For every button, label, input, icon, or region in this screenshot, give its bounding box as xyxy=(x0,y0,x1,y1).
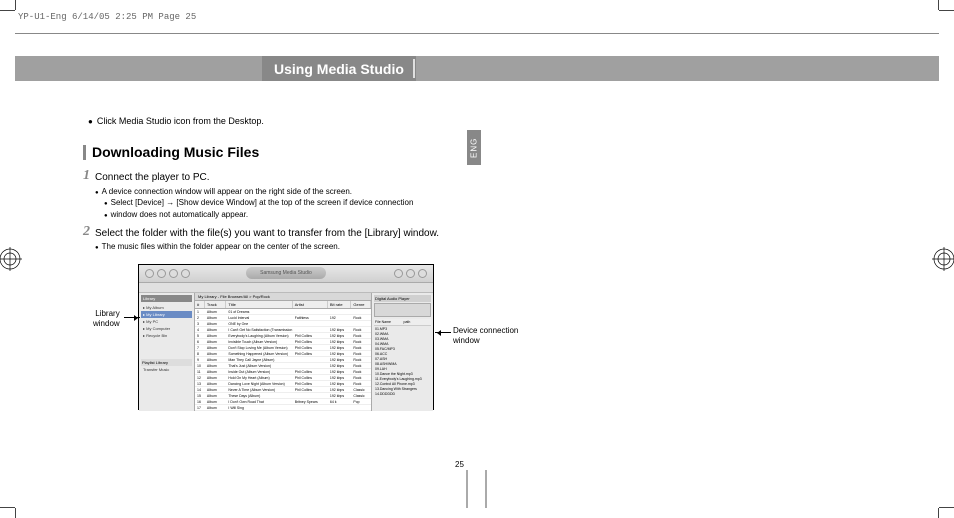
section-title: Downloading Music Files xyxy=(92,144,259,160)
registration-mark-icon xyxy=(932,247,954,271)
label-text: Library xyxy=(95,309,119,318)
step-1-sub-line: A device connection window will appear o… xyxy=(95,186,413,197)
crop-mark xyxy=(939,10,954,11)
device-header: Digital Audio Player xyxy=(374,295,431,302)
top-rule xyxy=(15,33,939,34)
step-1-sub-line: window does not automatically appear. xyxy=(95,209,413,220)
window-controls xyxy=(394,269,427,278)
intro-bullet: Click Media Studio icon from the Desktop… xyxy=(88,116,264,126)
crop-mark xyxy=(15,508,16,518)
language-tab: ENG xyxy=(467,130,481,165)
library-callout-label: Library window xyxy=(93,309,120,328)
step-2-number: 2 xyxy=(83,224,90,240)
app-titlebar: Samsung Media Studio xyxy=(139,265,433,283)
banner-bg xyxy=(15,56,939,81)
app-brand: Samsung Media Studio xyxy=(246,267,326,279)
section-marker xyxy=(83,145,86,160)
player-controls xyxy=(145,269,190,278)
crop-mark xyxy=(15,0,16,10)
banner-separator xyxy=(413,59,415,78)
column-headers: #TrackTitleArtistBit rateGenre xyxy=(195,301,371,309)
step-1-text: Connect the player to PC. xyxy=(95,172,210,183)
device-panel: Digital Audio Player File Namepath 01.MP… xyxy=(371,293,433,411)
step-1-sub-line: Select [Device] → [Show device Window] a… xyxy=(95,197,413,208)
crop-mark xyxy=(0,507,15,508)
page-rule xyxy=(466,470,468,508)
label-text: window xyxy=(93,319,120,328)
print-header: YP-U1-Eng 6/14/05 2:25 PM Page 25 xyxy=(18,12,196,22)
step-1-subtext: A device connection window will appear o… xyxy=(95,186,413,220)
device-columns: File Namepath xyxy=(374,319,431,326)
arrow-icon xyxy=(435,332,451,333)
page-rule xyxy=(485,470,487,508)
library-bottom: Playlist Library xyxy=(141,359,192,366)
registration-mark-icon xyxy=(0,247,22,271)
crop-mark xyxy=(938,0,939,10)
step-2-text: Select the folder with the file(s) you w… xyxy=(95,228,439,239)
crop-mark xyxy=(938,508,939,518)
library-header: Library xyxy=(141,295,192,302)
transfer-label: Transfer Music xyxy=(141,366,192,373)
step-2-subtext: The music files within the folder appear… xyxy=(95,242,340,251)
arrow-icon xyxy=(124,317,140,318)
crop-mark xyxy=(939,507,954,508)
banner-title: Using Media Studio xyxy=(262,56,416,81)
device-info-box xyxy=(374,303,431,317)
main-panel: My Library - File Browser/All > Pop/Rock… xyxy=(195,293,371,411)
step-1-number: 1 xyxy=(83,168,90,184)
main-breadcrumb: My Library - File Browser/All > Pop/Rock xyxy=(195,293,371,301)
crop-mark xyxy=(0,10,15,11)
label-text: window xyxy=(453,336,480,345)
page-number: 25 xyxy=(455,460,464,469)
library-panel: Library ▸ My Album▸ My Library▸ My PC▸ M… xyxy=(139,293,195,411)
device-callout-label: Device connection window xyxy=(453,326,518,345)
app-screenshot: Samsung Media Studio Library ▸ My Album▸… xyxy=(138,264,434,410)
label-text: Device connection xyxy=(453,326,518,335)
app-toolbar xyxy=(139,283,433,293)
